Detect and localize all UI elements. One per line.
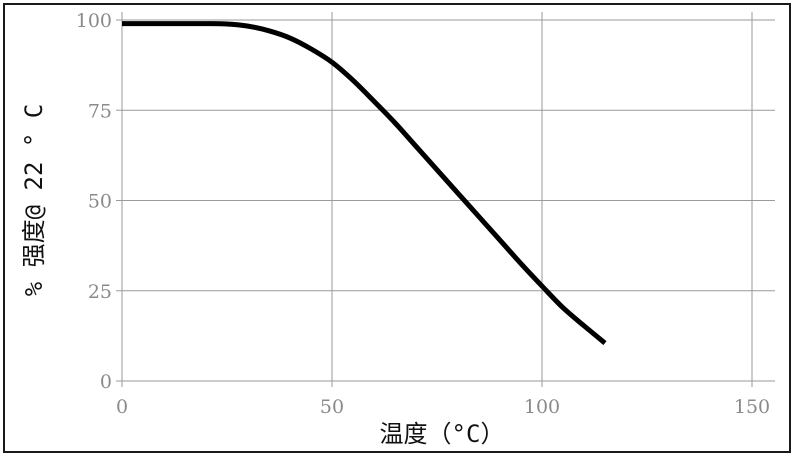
x-tick-label: 100 [524,396,560,418]
series-group [122,21,607,346]
y-tick-label: 100 [76,10,112,32]
y-tick-label: 75 [88,100,112,122]
y-tick-label: 0 [100,371,112,393]
x-axis-label: 温度（°C） [380,420,505,448]
grid-lines [116,12,775,387]
y-axis-label: % 强度@ 22 ° C [20,104,48,297]
y-tick-label: 25 [88,281,112,303]
chart-frame [3,3,791,453]
y-tick-label: 50 [88,191,112,213]
strength-curve [122,21,607,346]
x-tick-label: 50 [320,396,344,418]
x-tick-label: 0 [116,396,128,418]
x-tick-label: 150 [734,396,770,418]
tick-labels: 0 25 50 75 100 0 50 100 150 [76,10,770,418]
